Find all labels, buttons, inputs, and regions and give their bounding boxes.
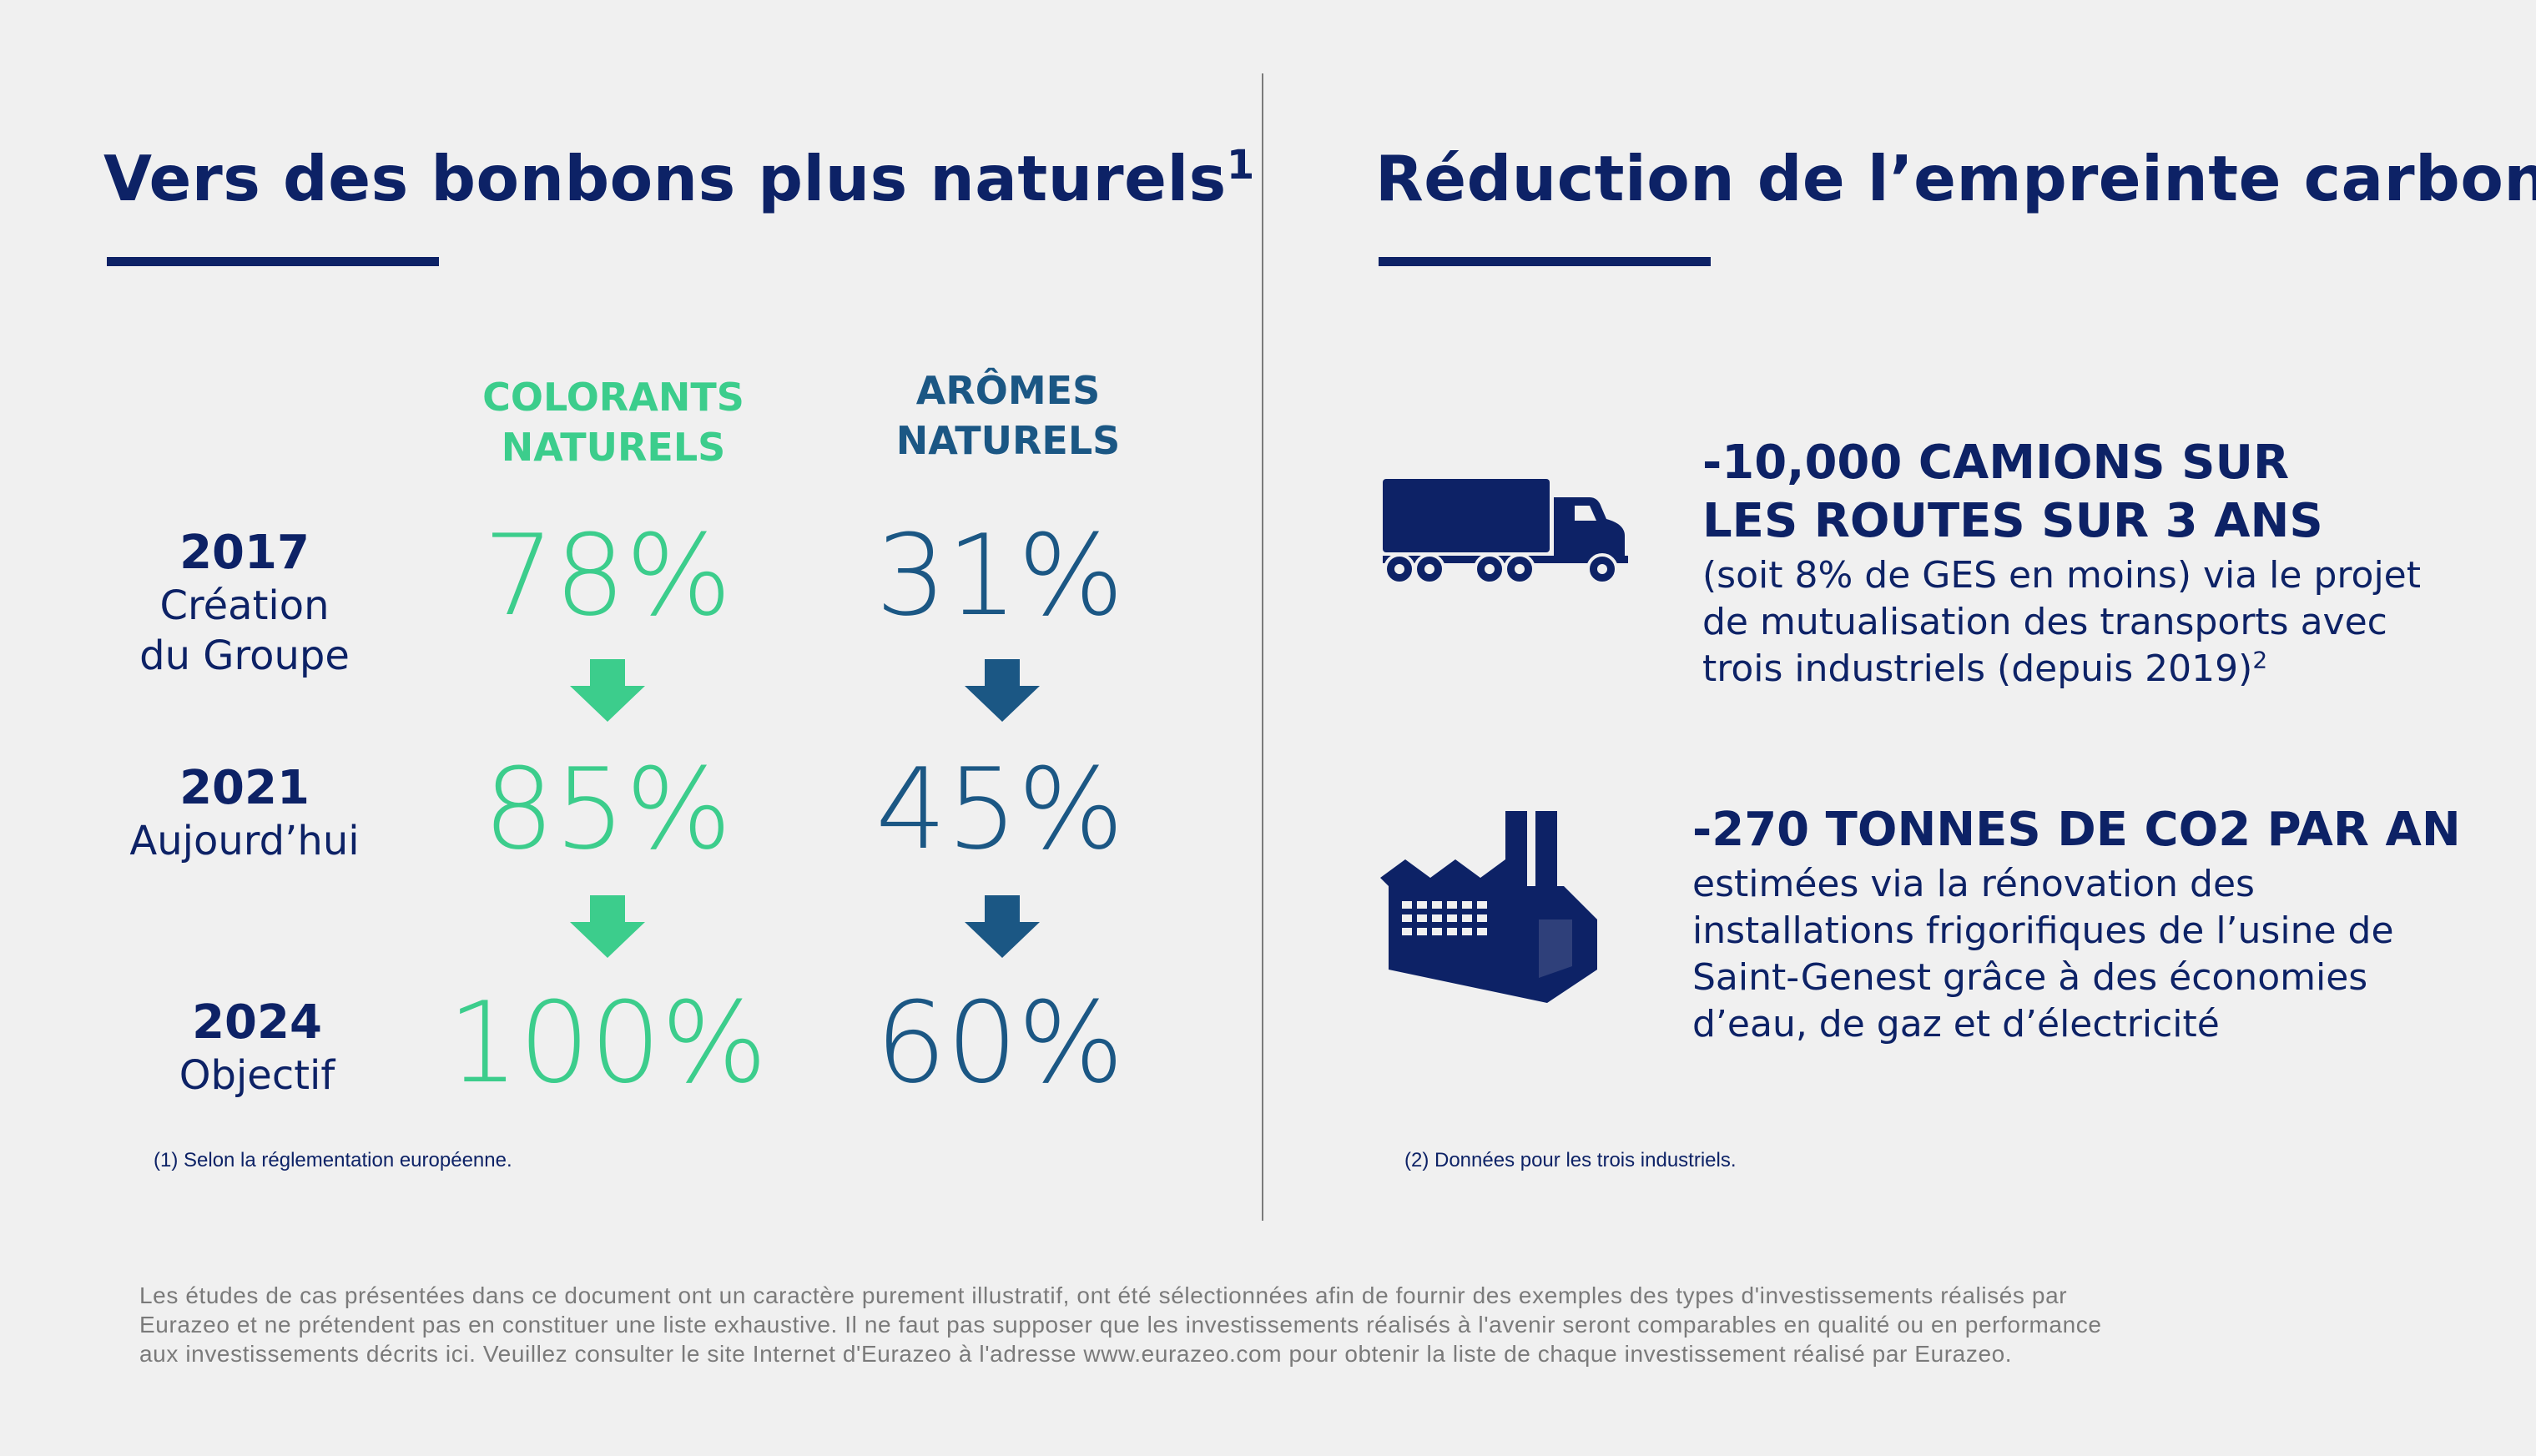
stat-body-line-text: trois industriels (depuis 2019) bbox=[1702, 647, 2253, 690]
down-arrow-icon bbox=[965, 895, 1040, 958]
left-title: Vers des bonbons plus naturels1 bbox=[103, 142, 1255, 215]
aromes-value-2024: 60% bbox=[875, 978, 1124, 1108]
left-footnote: (1) Selon la réglementation européenne. bbox=[154, 1149, 512, 1171]
left-title-text: Vers des bonbons plus naturels bbox=[103, 142, 1227, 215]
colorants-value-2024: 100% bbox=[447, 978, 768, 1108]
down-arrow-icon bbox=[570, 659, 645, 722]
stat-title-line: -10,000 CAMIONS SUR bbox=[1702, 436, 2290, 490]
stat-co2-title: -270 TONNES DE CO2 PAR AN bbox=[1692, 801, 2461, 859]
disclaimer-line: Les études de cas présentées dans ce doc… bbox=[139, 1282, 2068, 1308]
row-subtitle: du Groupe bbox=[139, 632, 350, 679]
column-header-aromes: ARÔMES NATURELS bbox=[833, 365, 1183, 466]
row-year: 2024 bbox=[192, 995, 322, 1050]
factory-icon bbox=[1380, 811, 1597, 1003]
stat-body-line: trois industriels (depuis 2019)2 bbox=[1702, 646, 2421, 693]
column-header-line: ARÔMES bbox=[915, 368, 1101, 413]
colorants-value-2021: 85% bbox=[483, 744, 732, 874]
row-year: 2017 bbox=[179, 526, 310, 580]
row-label-2021: 2021 Aujourd’hui bbox=[94, 761, 395, 866]
stat-body-line: de mutualisation des transports avec bbox=[1702, 601, 2387, 643]
row-subtitle: Aujourd’hui bbox=[129, 818, 360, 864]
stat-trucks-body: (soit 8% de GES en moins) via le projet … bbox=[1702, 552, 2421, 693]
down-arrow-icon bbox=[965, 659, 1040, 722]
stat-body-line: d’eau, de gaz et d’électricité bbox=[1692, 1003, 2220, 1045]
colorants-value-2017: 78% bbox=[483, 511, 732, 641]
row-label-2024: 2024 Objectif bbox=[107, 995, 407, 1101]
stat-co2-body: estimées via la rénovation des installat… bbox=[1692, 861, 2394, 1048]
stat-title-line: LES ROUTES SUR 3 ANS bbox=[1702, 494, 2323, 548]
down-arrow-icon bbox=[570, 895, 645, 958]
stat-body-line: (soit 8% de GES en moins) via le projet bbox=[1702, 554, 2421, 597]
stat-title-line: -270 TONNES DE CO2 PAR AN bbox=[1692, 803, 2461, 857]
column-header-colorants: COLORANTS NATURELS bbox=[438, 372, 789, 472]
disclaimer-line: Eurazeo et ne prétendent pas en constitu… bbox=[139, 1312, 2102, 1338]
disclaimer: Les études de cas présentées dans ce doc… bbox=[139, 1281, 2102, 1368]
column-header-line: NATURELS bbox=[501, 425, 726, 470]
left-title-underline bbox=[107, 257, 439, 266]
row-label-2017: 2017 Création du Groupe bbox=[94, 526, 395, 681]
aromes-value-2017: 31% bbox=[875, 511, 1124, 641]
stat-trucks-title: -10,000 CAMIONS SUR LES ROUTES SUR 3 ANS bbox=[1702, 434, 2323, 551]
right-title-underline bbox=[1379, 257, 1711, 266]
stat-footnote-mark: 2 bbox=[2252, 646, 2268, 674]
stat-body-line: Saint-Genest grâce à des économies bbox=[1692, 956, 2368, 999]
right-footnote: (2) Données pour les trois industriels. bbox=[1404, 1149, 1737, 1171]
column-header-line: COLORANTS bbox=[482, 375, 744, 420]
row-subtitle: Création bbox=[159, 582, 330, 629]
stat-body-line: estimées via la rénovation des bbox=[1692, 863, 2255, 905]
disclaimer-line: aux investissements décrits ici. Veuille… bbox=[139, 1341, 2013, 1367]
aromes-value-2021: 45% bbox=[875, 744, 1124, 874]
vertical-divider bbox=[1262, 73, 1263, 1221]
truck-icon bbox=[1383, 479, 1628, 585]
stat-body-line: installations frigorifiques de l’usine d… bbox=[1692, 909, 2394, 952]
row-year: 2021 bbox=[179, 761, 310, 815]
column-header-line: NATURELS bbox=[895, 418, 1121, 463]
right-title: Réduction de l’empreinte carbone bbox=[1375, 142, 2536, 215]
row-subtitle: Objectif bbox=[179, 1052, 335, 1099]
left-title-footnote-mark: 1 bbox=[1226, 142, 1255, 189]
